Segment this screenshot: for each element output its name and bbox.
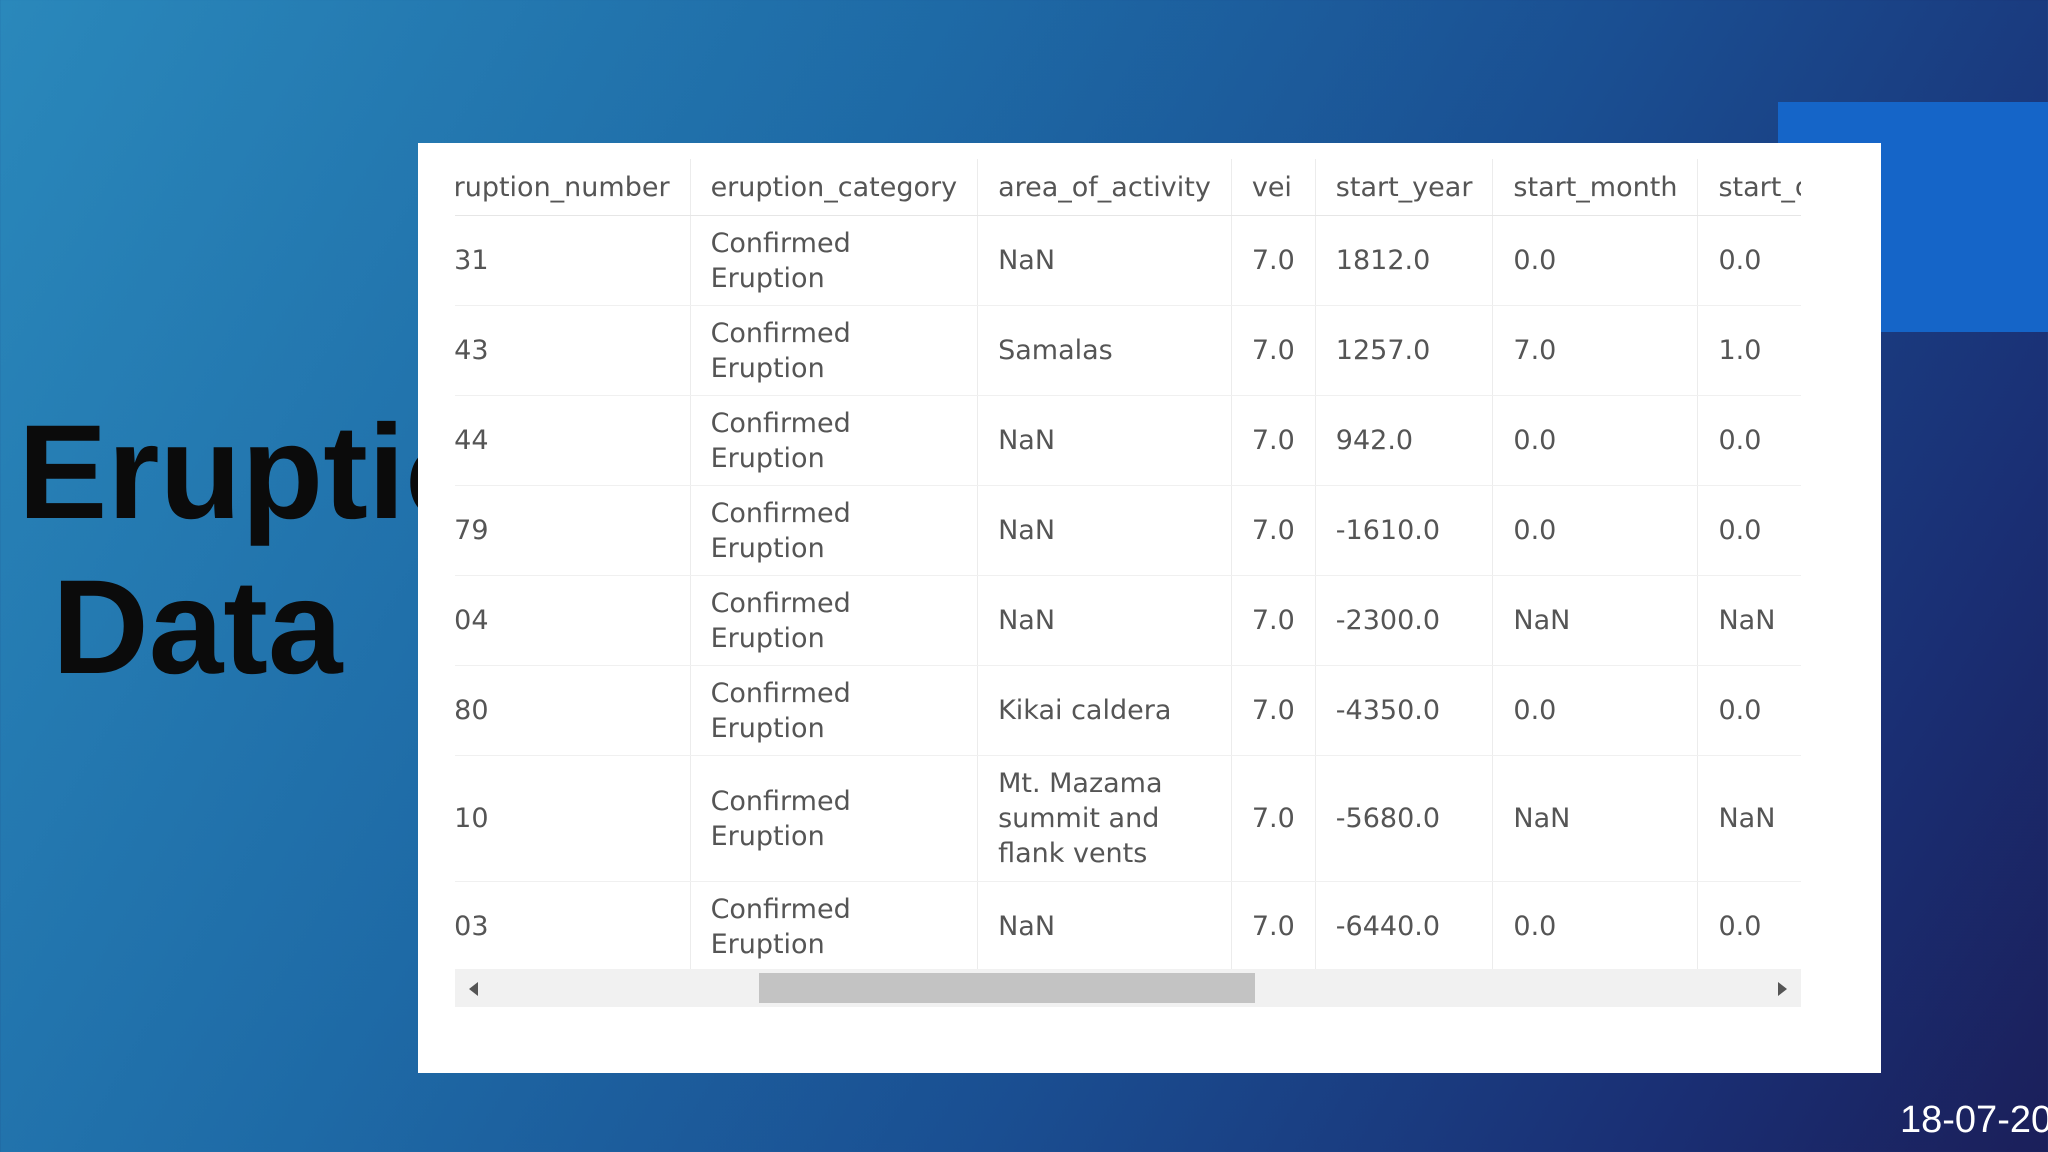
header-row: eruption_number eruption_category area_o… xyxy=(455,159,1801,216)
column-header-start-month[interactable]: start_month xyxy=(1492,159,1699,216)
cell-start-day: 0.0 xyxy=(1697,881,1801,969)
cell-vei: 7.0 xyxy=(1231,755,1316,882)
cell-start-month: 7.0 xyxy=(1492,305,1699,396)
table-row: 610 Confirmed Eruption Mt. Mazama summit… xyxy=(455,755,1801,882)
table-row: 980 Confirmed Eruption Kikai caldera 7.0… xyxy=(455,665,1801,756)
cell-area-of-activity: Samalas xyxy=(977,305,1232,396)
cell-eruption-number: 980 xyxy=(455,665,691,756)
column-header-start-year[interactable]: start_year xyxy=(1315,159,1494,216)
cell-start-year: -6440.0 xyxy=(1315,881,1494,969)
data-table: eruption_number eruption_category area_o… xyxy=(455,159,1801,969)
slide-date: 18-07-20 xyxy=(1900,1099,2048,1141)
cell-start-year: -4350.0 xyxy=(1315,665,1494,756)
cell-area-of-activity: NaN xyxy=(977,575,1232,666)
table-viewport: eruption_number eruption_category area_o… xyxy=(455,159,1801,969)
cell-eruption-number: 843 xyxy=(455,305,691,396)
cell-start-day: NaN xyxy=(1697,575,1801,666)
cell-start-day: 0.0 xyxy=(1697,485,1801,576)
cell-start-day: NaN xyxy=(1697,755,1801,882)
column-header-area-of-activity[interactable]: area_of_activity xyxy=(977,159,1232,216)
table-row: 903 Confirmed Eruption NaN 7.0 -6440.0 0… xyxy=(455,881,1801,969)
cell-area-of-activity: NaN xyxy=(977,395,1232,486)
cell-start-day: 0.0 xyxy=(1697,215,1801,306)
cell-vei: 7.0 xyxy=(1231,305,1316,396)
table-panel: eruption_number eruption_category area_o… xyxy=(418,143,1881,1073)
column-header-eruption-number[interactable]: eruption_number xyxy=(455,159,691,216)
cell-start-month: 0.0 xyxy=(1492,215,1699,306)
slide-title-line1: Eruption xyxy=(18,398,418,547)
cell-eruption-number: 644 xyxy=(455,395,691,486)
cell-eruption-category: Confirmed Eruption xyxy=(690,305,979,396)
cell-eruption-number: 879 xyxy=(455,485,691,576)
column-header-vei[interactable]: vei xyxy=(1231,159,1316,216)
cell-eruption-category: Confirmed Eruption xyxy=(690,395,979,486)
cell-start-month: NaN xyxy=(1492,755,1699,882)
arrow-left-icon[interactable] xyxy=(469,982,478,996)
column-header-eruption-category[interactable]: eruption_category xyxy=(690,159,979,216)
table-row: 904 Confirmed Eruption NaN 7.0 -2300.0 N… xyxy=(455,575,1801,666)
table-row: 644 Confirmed Eruption NaN 7.0 942.0 0.0… xyxy=(455,395,1801,486)
cell-area-of-activity: Kikai caldera xyxy=(977,665,1232,756)
cell-start-year: 1812.0 xyxy=(1315,215,1494,306)
cell-area-of-activity: NaN xyxy=(977,215,1232,306)
cell-start-month: 0.0 xyxy=(1492,881,1699,969)
cell-vei: 7.0 xyxy=(1231,575,1316,666)
cell-area-of-activity: Mt. Mazama summit and flank vents xyxy=(977,755,1232,882)
cell-start-month: 0.0 xyxy=(1492,395,1699,486)
cell-start-year: -5680.0 xyxy=(1315,755,1494,882)
table-row: 843 Confirmed Eruption Samalas 7.0 1257.… xyxy=(455,305,1801,396)
slide-title-line2: Data xyxy=(52,553,343,685)
table-row: 231 Confirmed Eruption NaN 7.0 1812.0 0.… xyxy=(455,215,1801,306)
cell-start-month: 0.0 xyxy=(1492,665,1699,756)
cell-start-month: NaN xyxy=(1492,575,1699,666)
cell-eruption-category: Confirmed Eruption xyxy=(690,881,979,969)
cell-start-year: 942.0 xyxy=(1315,395,1494,486)
cell-eruption-number: 903 xyxy=(455,881,691,969)
cell-vei: 7.0 xyxy=(1231,485,1316,576)
arrow-right-icon[interactable] xyxy=(1778,982,1787,996)
cell-start-day: 0.0 xyxy=(1697,665,1801,756)
cell-area-of-activity: NaN xyxy=(977,881,1232,969)
cell-vei: 7.0 xyxy=(1231,881,1316,969)
horizontal-scrollbar[interactable] xyxy=(455,969,1801,1007)
cell-eruption-category: Confirmed Eruption xyxy=(690,755,979,882)
cell-eruption-number: 904 xyxy=(455,575,691,666)
cell-vei: 7.0 xyxy=(1231,395,1316,486)
cell-start-day: 1.0 xyxy=(1697,305,1801,396)
cell-vei: 7.0 xyxy=(1231,215,1316,306)
cell-eruption-category: Confirmed Eruption xyxy=(690,575,979,666)
cell-eruption-category: Confirmed Eruption xyxy=(690,485,979,576)
slide-title: Eruption Data xyxy=(0,395,418,685)
scrollbar-thumb[interactable] xyxy=(759,973,1255,1003)
cell-start-year: -1610.0 xyxy=(1315,485,1494,576)
cell-eruption-category: Confirmed Eruption xyxy=(690,665,979,756)
table-row: 879 Confirmed Eruption NaN 7.0 -1610.0 0… xyxy=(455,485,1801,576)
cell-eruption-category: Confirmed Eruption xyxy=(690,215,979,306)
cell-start-year: 1257.0 xyxy=(1315,305,1494,396)
cell-area-of-activity: NaN xyxy=(977,485,1232,576)
cell-eruption-number: 610 xyxy=(455,755,691,882)
cell-eruption-number: 231 xyxy=(455,215,691,306)
column-header-start-day[interactable]: start_day xyxy=(1697,159,1801,216)
cell-start-year: -2300.0 xyxy=(1315,575,1494,666)
cell-vei: 7.0 xyxy=(1231,665,1316,756)
cell-start-day: 0.0 xyxy=(1697,395,1801,486)
cell-start-month: 0.0 xyxy=(1492,485,1699,576)
